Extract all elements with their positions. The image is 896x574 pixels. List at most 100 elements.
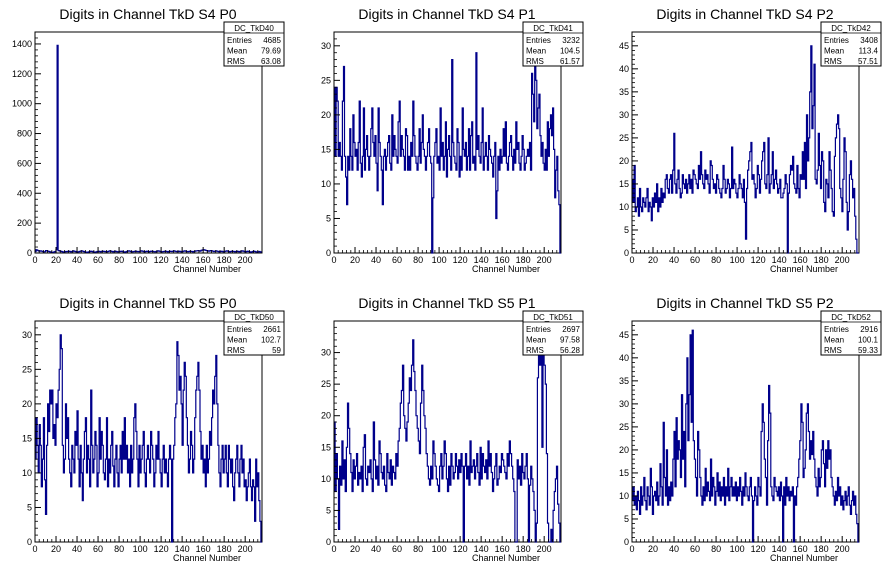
stats-box bbox=[522, 310, 584, 356]
stats-label: Entries bbox=[227, 325, 252, 334]
x-tick-label: 60 bbox=[392, 255, 402, 265]
y-tick-label: 45 bbox=[619, 41, 629, 51]
stats-box bbox=[820, 310, 882, 356]
x-tick-label: 80 bbox=[711, 544, 721, 554]
stats-value: 59.33 bbox=[858, 346, 879, 355]
y-tick-label: 25 bbox=[321, 379, 331, 389]
x-tick-label: 200 bbox=[238, 544, 253, 554]
stats-label: Mean bbox=[824, 336, 844, 345]
histogram-panel-3: Digits in Channel TkD S5 P00 20 40 60 80 100 1… bbox=[22, 295, 285, 563]
y-tick-label: 30 bbox=[619, 399, 629, 409]
x-tick-label: 160 bbox=[495, 544, 510, 554]
x-tick-label: 180 bbox=[516, 255, 531, 265]
x-tick-label: 120 bbox=[751, 544, 766, 554]
x-tick-label: 60 bbox=[93, 544, 103, 554]
x-tick-label: 0 bbox=[331, 255, 336, 265]
y-tick-label: 600 bbox=[17, 158, 32, 168]
x-tick-label: 140 bbox=[474, 544, 489, 554]
histogram-line bbox=[632, 329, 859, 543]
histogram-line bbox=[334, 52, 561, 254]
histogram-panel-1: Digits in Channel TkD S4 P10 20 40 60 80 100 1… bbox=[321, 6, 584, 274]
histogram-panel-5: Digits in Channel TkD S5 P20 20 40 60 80 100 1… bbox=[619, 295, 882, 563]
y-tick-label: 30 bbox=[321, 41, 331, 51]
x-tick-label: 40 bbox=[669, 255, 679, 265]
x-tick-label: 120 bbox=[453, 255, 468, 265]
y-tick-label: 30 bbox=[619, 110, 629, 120]
y-tick-label: 10 bbox=[619, 491, 629, 501]
x-tick-label: 160 bbox=[196, 255, 211, 265]
stats-label: Mean bbox=[227, 47, 247, 56]
x-tick-label: 200 bbox=[835, 544, 850, 554]
stats-value: 2916 bbox=[860, 325, 878, 334]
y-tick-label: 25 bbox=[321, 75, 331, 85]
stats-value: 113.4 bbox=[859, 47, 879, 56]
stats-value: 3408 bbox=[860, 36, 878, 45]
stats-label: RMS bbox=[824, 346, 842, 355]
x-tick-label: 20 bbox=[648, 255, 658, 265]
stats-box bbox=[223, 310, 285, 356]
x-tick-label: 60 bbox=[690, 255, 700, 265]
x-tick-label: 0 bbox=[629, 255, 634, 265]
y-tick-label: 25 bbox=[619, 133, 629, 143]
x-tick-label: 80 bbox=[413, 544, 423, 554]
y-tick-label: 5 bbox=[624, 514, 629, 524]
x-tick-label: 100 bbox=[133, 255, 148, 265]
y-tick-label: 15 bbox=[619, 179, 629, 189]
x-tick-label: 0 bbox=[32, 255, 37, 265]
stats-value: 79.69 bbox=[261, 47, 282, 56]
x-tick-label: 40 bbox=[72, 544, 82, 554]
x-tick-label: 100 bbox=[730, 544, 745, 554]
histogram-line bbox=[35, 44, 262, 253]
panel-title: Digits in Channel TkD S5 P2 bbox=[656, 295, 833, 311]
panel-title: Digits in Channel TkD S5 P0 bbox=[59, 295, 236, 311]
stats-name: DC_TkD41 bbox=[533, 24, 573, 33]
x-tick-label: 0 bbox=[629, 544, 634, 554]
stats-label: Mean bbox=[824, 47, 844, 56]
x-tick-label: 100 bbox=[432, 255, 447, 265]
histogram-line bbox=[334, 333, 561, 543]
x-tick-label: 80 bbox=[711, 255, 721, 265]
x-axis-label: Channel Number bbox=[472, 553, 540, 563]
y-tick-label: 15 bbox=[321, 442, 331, 452]
x-axis-label: Channel Number bbox=[173, 264, 241, 274]
y-tick-label: 15 bbox=[22, 433, 32, 443]
y-tick-label: 800 bbox=[17, 129, 32, 139]
y-tick-label: 20 bbox=[321, 411, 331, 421]
x-tick-label: 120 bbox=[751, 255, 766, 265]
stats-box bbox=[223, 21, 285, 67]
x-tick-label: 0 bbox=[32, 544, 37, 554]
x-tick-label: 200 bbox=[835, 255, 850, 265]
y-tick-label: 0 bbox=[624, 248, 629, 258]
stats-label: Entries bbox=[824, 36, 849, 45]
stats-name: DC_TkD51 bbox=[533, 313, 573, 322]
x-tick-label: 140 bbox=[772, 544, 787, 554]
stats-label: RMS bbox=[526, 57, 544, 66]
histogram-panel-4: Digits in Channel TkD S5 P10 20 40 60 80 100 1… bbox=[321, 295, 584, 563]
x-tick-label: 80 bbox=[114, 544, 124, 554]
y-tick-label: 10 bbox=[22, 468, 32, 478]
x-tick-label: 40 bbox=[371, 544, 381, 554]
stats-name: DC_TkD52 bbox=[831, 313, 871, 322]
stats-label: Entries bbox=[526, 36, 551, 45]
panel-title: Digits in Channel TkD S5 P1 bbox=[358, 295, 535, 311]
y-tick-label: 5 bbox=[27, 502, 32, 512]
panel-title: Digits in Channel TkD S4 P0 bbox=[59, 6, 236, 22]
x-tick-label: 200 bbox=[537, 255, 552, 265]
x-tick-label: 80 bbox=[114, 255, 124, 265]
stats-label: Mean bbox=[526, 47, 546, 56]
y-tick-label: 25 bbox=[22, 364, 32, 374]
y-tick-label: 1400 bbox=[12, 39, 32, 49]
y-tick-label: 400 bbox=[17, 188, 32, 198]
histogram-panel-0: Digits in Channel TkD S4 P0 0 20 40 60 80 100 1… bbox=[12, 6, 285, 274]
y-tick-label: 15 bbox=[321, 144, 331, 154]
x-tick-label: 160 bbox=[793, 544, 808, 554]
x-tick-label: 200 bbox=[537, 544, 552, 554]
x-tick-label: 20 bbox=[51, 255, 61, 265]
stats-value: 63.08 bbox=[261, 57, 282, 66]
x-tick-label: 40 bbox=[72, 255, 82, 265]
stats-value: 3232 bbox=[562, 36, 580, 45]
stats-value: 97.58 bbox=[560, 336, 581, 345]
stats-label: RMS bbox=[227, 346, 245, 355]
y-tick-label: 5 bbox=[624, 225, 629, 235]
